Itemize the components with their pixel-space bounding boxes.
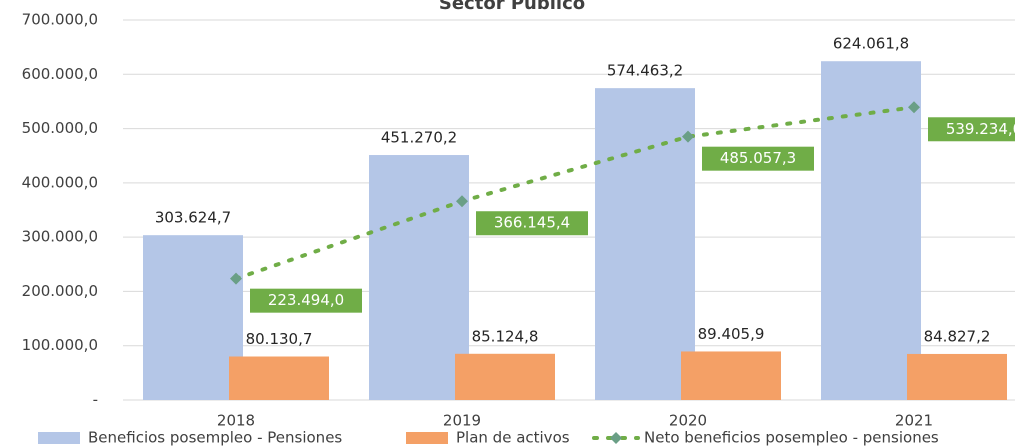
data-label: 366.145,4 (494, 214, 570, 232)
y-tick-label: 700.000,0 (22, 11, 98, 29)
data-label: 624.061,8 (833, 35, 909, 53)
data-label: 303.624,7 (155, 209, 231, 227)
label-box (702, 146, 814, 171)
marker (456, 195, 468, 208)
marker (682, 130, 694, 143)
data-label: 85.124,8 (472, 327, 539, 345)
legend-swatch (406, 432, 448, 444)
x-tick-label: 2021 (895, 412, 933, 430)
data-label: 89.405,9 (698, 325, 765, 343)
bar (821, 61, 921, 400)
bar (455, 353, 555, 400)
y-tick-label: - (93, 391, 98, 409)
y-tick-label: 100.000,0 (22, 336, 98, 354)
data-label: 80.130,7 (246, 330, 313, 348)
marker (908, 101, 920, 114)
data-label: 451.270,2 (381, 129, 457, 147)
x-tick-label: 2020 (669, 412, 707, 430)
label-box (476, 211, 588, 236)
bar (681, 351, 781, 400)
y-tick-label: 200.000,0 (22, 282, 98, 300)
bar (229, 356, 329, 400)
bar (369, 155, 469, 400)
legend-label: Plan de activos (456, 429, 570, 446)
label-box (250, 288, 362, 313)
data-label: 84.827,2 (924, 327, 991, 345)
legend-label: Beneficios posempleo - Pensiones (88, 429, 342, 446)
y-tick-label: 500.000,0 (22, 119, 98, 137)
bar (143, 235, 243, 400)
data-label: 223.494,0 (268, 291, 344, 309)
y-tick-label: 300.000,0 (22, 228, 98, 246)
marker (230, 272, 242, 285)
label-box (928, 117, 1015, 142)
x-tick-label: 2018 (217, 412, 255, 430)
bar (907, 353, 1007, 400)
bar (595, 88, 695, 400)
data-label: 485.057,3 (720, 149, 796, 167)
legend-marker (610, 432, 622, 444)
data-label: 574.463,2 (607, 62, 683, 80)
x-tick-label: 2019 (443, 412, 481, 430)
y-tick-label: 600.000,0 (22, 65, 98, 83)
legend-swatch (38, 432, 80, 444)
y-tick-label: 400.000,0 (22, 173, 98, 191)
chart-title: Sector Público (439, 0, 585, 14)
data-label: 539.234,0 (946, 120, 1015, 138)
legend-label: Neto beneficios posempleo - pensiones (644, 429, 939, 446)
line (234, 105, 916, 281)
